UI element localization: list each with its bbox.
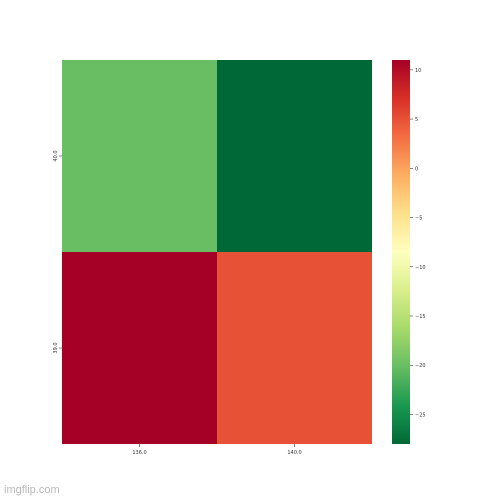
x-axis-ticks: 136.0 140.0: [132, 444, 302, 456]
colorbar-tick-label: −10: [415, 265, 426, 271]
colorbar-tick-label: 5: [415, 117, 418, 123]
heatmap-cell: [217, 60, 372, 252]
heatmap-cell: [62, 60, 217, 252]
colorbar-tick-label: −25: [415, 412, 426, 418]
colorbar-ticks: 10 5 0 −5 −10 −15 −20 −25: [410, 68, 426, 418]
colorbar-tick-label: −20: [415, 363, 426, 369]
x-tick-label: 140.0: [287, 450, 301, 456]
heatmap-cells: [62, 60, 372, 444]
heatmap-cell: [217, 252, 372, 444]
y-tick-label: 39.0: [53, 342, 59, 353]
colorbar-tick-label: 10: [415, 68, 421, 74]
colorbar-tick-label: −15: [415, 314, 426, 320]
y-axis-ticks: 40.0 39.0: [53, 150, 62, 354]
heatmap-cell: [62, 252, 217, 444]
colorbar: [392, 60, 410, 444]
colorbar-tick-label: 0: [415, 166, 418, 172]
y-tick-label: 40.0: [53, 150, 59, 161]
watermark: imgflip.com: [4, 484, 60, 496]
x-tick-label: 136.0: [132, 450, 146, 456]
colorbar-tick-label: −5: [415, 216, 422, 222]
